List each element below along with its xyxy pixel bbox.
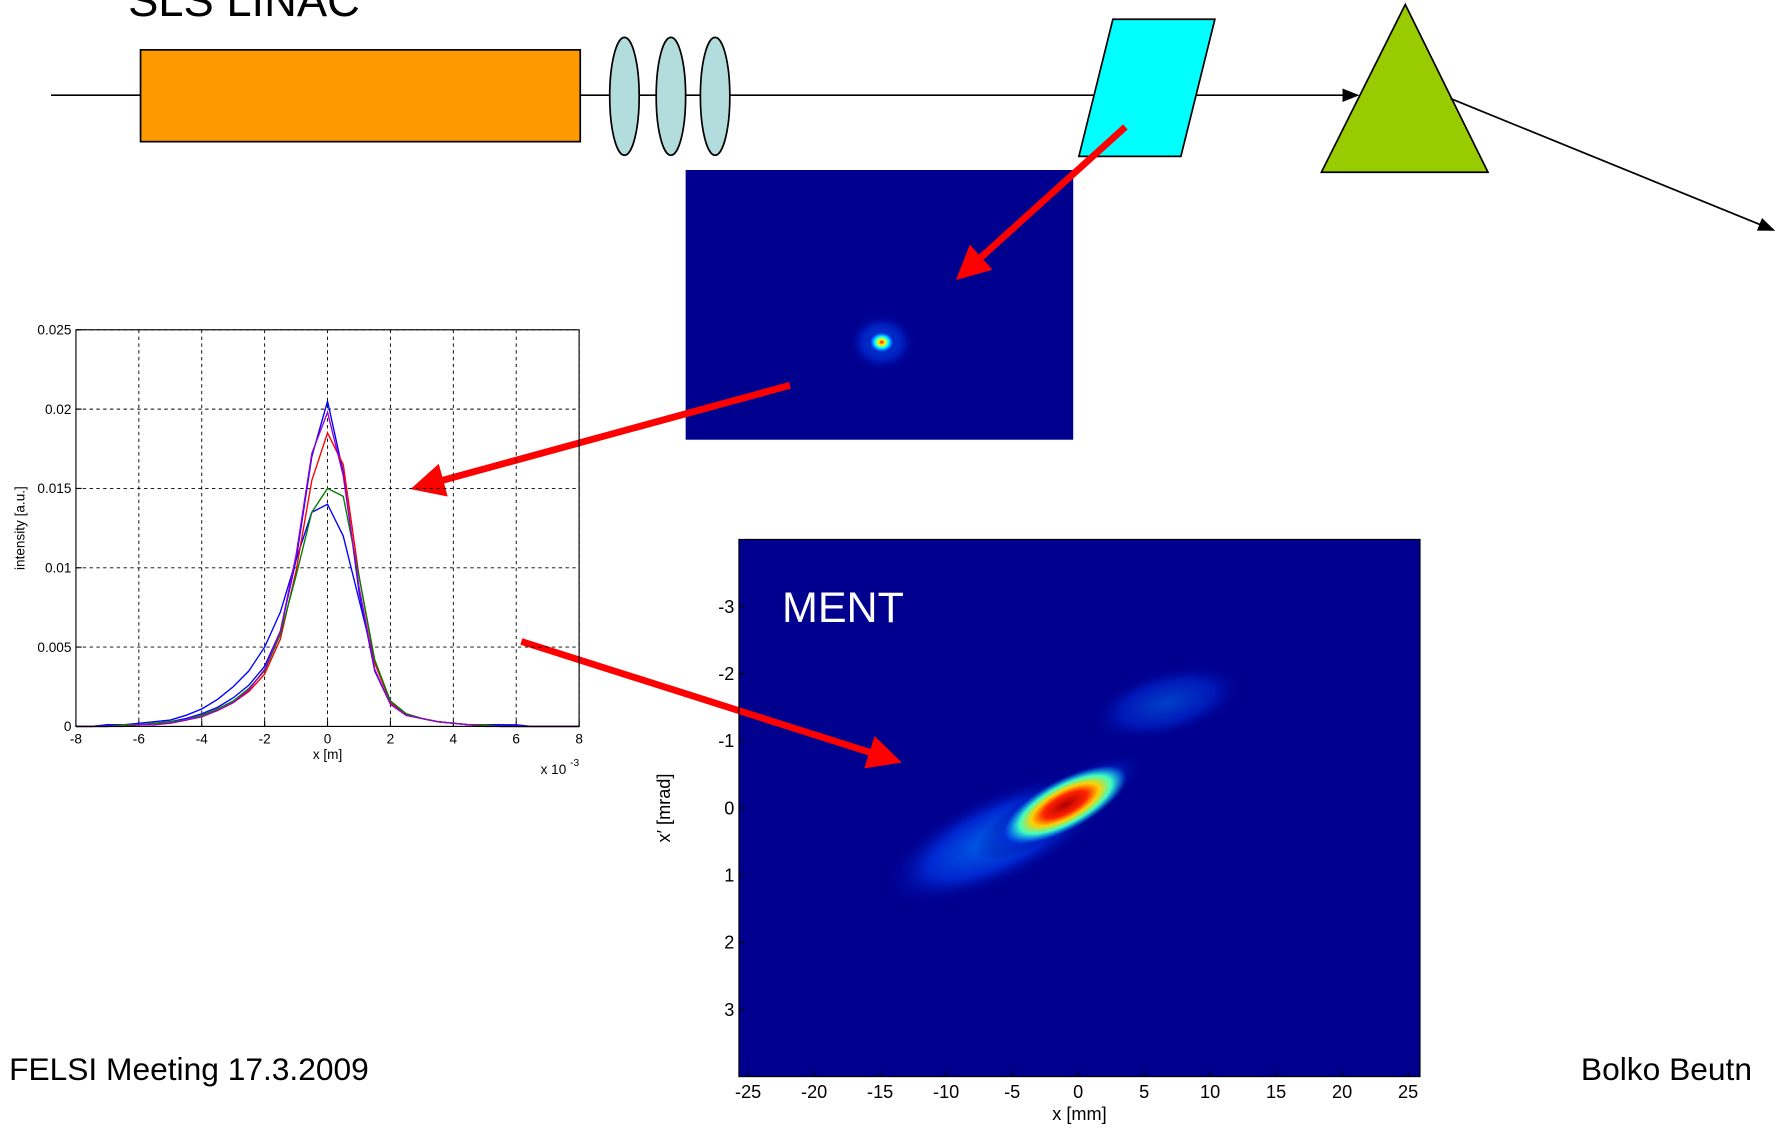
linac [141, 50, 581, 142]
x-tick-label: 2 [387, 731, 395, 746]
y-axis-label: intensity [a.u.] [12, 486, 27, 570]
footer-right: Bolko Beutn [1581, 1051, 1752, 1087]
screen [1079, 19, 1215, 156]
x-tick-label: 10 [1200, 1082, 1220, 1102]
dipole [1321, 5, 1488, 173]
beam-arrow [1451, 99, 1774, 230]
y-tick-label: -2 [718, 664, 734, 684]
y-tick-label: 0.015 [37, 481, 71, 496]
x-tick-label: -8 [70, 731, 82, 746]
x-tick-label: -6 [133, 731, 145, 746]
y-axis-label: x′ [mrad] [654, 774, 674, 843]
x-tick-label: -2 [259, 731, 271, 746]
lens [610, 37, 639, 155]
x-tick-label: -20 [801, 1082, 827, 1102]
footer-left: FELSI Meeting 17.3.2009 [9, 1051, 369, 1087]
y-tick-label: 3 [724, 1000, 734, 1020]
x-exponent: x 10 [541, 762, 567, 777]
y-tick-label: 0 [724, 798, 734, 818]
x-tick-label: -5 [1004, 1082, 1020, 1102]
camera-spot [868, 331, 895, 354]
lens [700, 37, 729, 155]
y-tick-label: 1 [724, 866, 734, 886]
y-tick-label: 0 [64, 719, 72, 734]
x-tick-label: 20 [1332, 1082, 1352, 1102]
page: SLS LINAC FELSI Meeting 17.3.2009 Bolko … [0, 0, 1777, 1131]
x-exponent-power: -3 [570, 758, 579, 769]
slide-title: SLS LINAC [128, 0, 360, 26]
slide: SLS LINAC FELSI Meeting 17.3.2009 Bolko … [0, 0, 1777, 1131]
annotation: MENT [782, 584, 904, 632]
x-tick-label: 15 [1266, 1082, 1286, 1102]
x-tick-label: 0 [324, 731, 332, 746]
x-tick-label: -15 [867, 1082, 893, 1102]
x-tick-label: 25 [1398, 1082, 1418, 1102]
x-axis-label: x [m] [313, 747, 342, 762]
y-tick-label: 0.01 [45, 561, 71, 576]
x-tick-label: 6 [512, 731, 520, 746]
y-tick-label: 0.02 [45, 402, 71, 417]
lens [656, 37, 685, 155]
x-tick-label: 4 [450, 731, 458, 746]
x-tick-label: 0 [1073, 1082, 1083, 1102]
y-tick-label: 2 [724, 933, 734, 953]
y-tick-label: -1 [718, 731, 734, 751]
x-tick-label: -4 [196, 731, 209, 746]
y-tick-label: 0.025 [37, 323, 71, 338]
y-tick-label: 0.005 [37, 640, 71, 655]
x-tick-label: -10 [933, 1082, 959, 1102]
profile-line [76, 433, 579, 727]
x-axis-label: x [mm] [1052, 1104, 1106, 1124]
x-tick-label: 5 [1139, 1082, 1149, 1102]
x-tick-label: 8 [575, 731, 583, 746]
y-tick-label: -3 [718, 597, 734, 617]
x-tick-label: -25 [735, 1082, 761, 1102]
